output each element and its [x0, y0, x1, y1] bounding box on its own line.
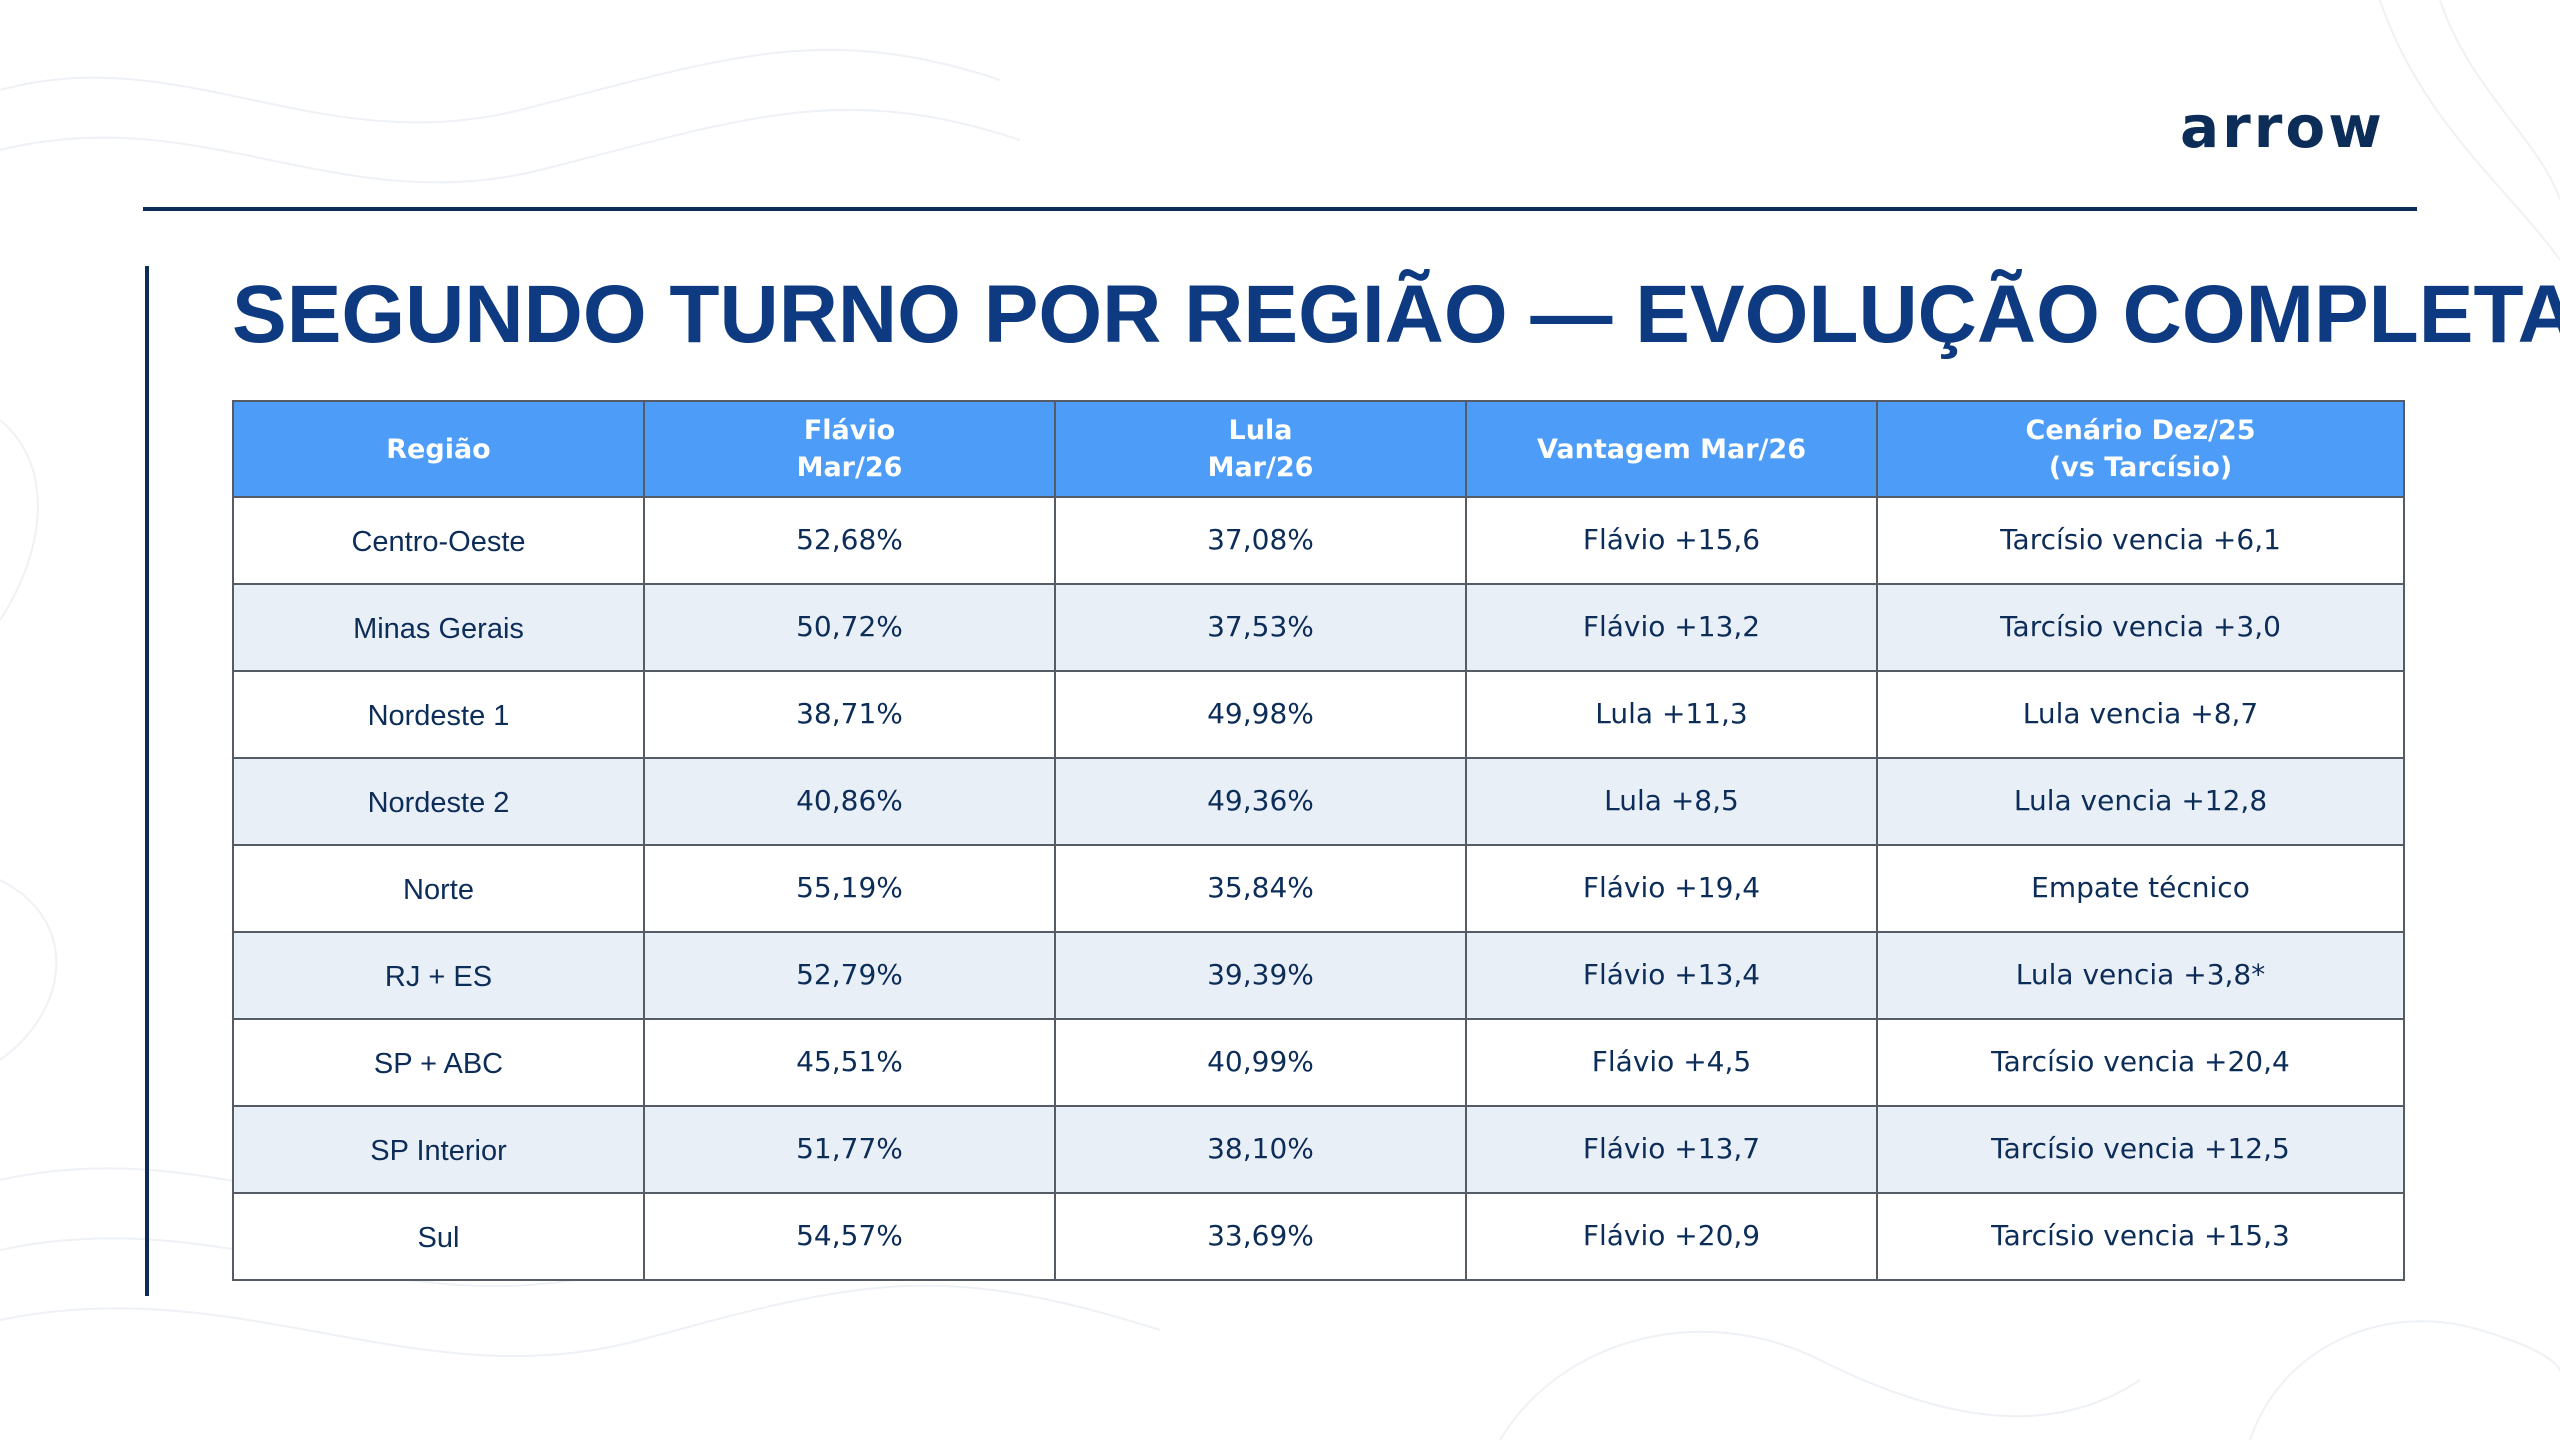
header-cenario-sub: (vs Tarcísio): [2048, 452, 2233, 483]
cell-flavio: 51,77%: [643, 1105, 1056, 1194]
cell-flavio: 54,57%: [643, 1192, 1056, 1281]
regional-results-table: Região Flávio Mar/26 Lula Mar/26 Vantage…: [232, 400, 2405, 1281]
table-row: SP Interior 51,77% 38,10% Flávio +13,7 T…: [232, 1105, 2405, 1194]
table-row: Nordeste 2 40,86% 49,36% Lula +8,5 Lula …: [232, 757, 2405, 846]
cell-lula: 38,10%: [1054, 1105, 1467, 1194]
table-row: Sul 54,57% 33,69% Flávio +20,9 Tarcísio …: [232, 1192, 2405, 1281]
cell-vantagem: Flávio +20,9: [1465, 1192, 1878, 1281]
cell-flavio: 50,72%: [643, 583, 1056, 672]
table-row: Nordeste 1 38,71% 49,98% Lula +11,3 Lula…: [232, 670, 2405, 759]
cell-region: Sul: [232, 1192, 645, 1281]
cell-region: Norte: [232, 844, 645, 933]
cell-vantagem: Flávio +4,5: [1465, 1018, 1878, 1107]
cell-lula: 49,98%: [1054, 670, 1467, 759]
header-cenario-label: Cenário Dez/25: [2025, 415, 2256, 446]
table-row: Norte 55,19% 35,84% Flávio +19,4 Empate …: [232, 844, 2405, 933]
header-regiao: Região: [232, 400, 645, 498]
cell-cenario: Lula vencia +8,7: [1876, 670, 2405, 759]
cell-region: Centro-Oeste: [232, 496, 645, 585]
cell-region: Nordeste 1: [232, 670, 645, 759]
cell-cenario: Lula vencia +12,8: [1876, 757, 2405, 846]
arrow-logo: arrow: [2180, 93, 2385, 161]
header-cenario: Cenário Dez/25 (vs Tarcísio): [1876, 400, 2405, 498]
cell-lula: 40,99%: [1054, 1018, 1467, 1107]
cell-vantagem: Lula +11,3: [1465, 670, 1878, 759]
cell-cenario: Empate técnico: [1876, 844, 2405, 933]
cell-cenario: Lula vencia +3,8*: [1876, 931, 2405, 1020]
cell-lula: 37,53%: [1054, 583, 1467, 672]
cell-lula: 35,84%: [1054, 844, 1467, 933]
cell-vantagem: Flávio +13,7: [1465, 1105, 1878, 1194]
cell-region: Nordeste 2: [232, 757, 645, 846]
cell-lula: 33,69%: [1054, 1192, 1467, 1281]
left-accent-bar: [145, 266, 149, 1296]
cell-region: RJ + ES: [232, 931, 645, 1020]
cell-cenario: Tarcísio vencia +20,4: [1876, 1018, 2405, 1107]
cell-cenario: Tarcísio vencia +3,0: [1876, 583, 2405, 672]
cell-lula: 49,36%: [1054, 757, 1467, 846]
cell-vantagem: Flávio +15,6: [1465, 496, 1878, 585]
table-row: RJ + ES 52,79% 39,39% Flávio +13,4 Lula …: [232, 931, 2405, 1020]
cell-vantagem: Flávio +19,4: [1465, 844, 1878, 933]
cell-cenario: Tarcísio vencia +15,3: [1876, 1192, 2405, 1281]
cell-region: Minas Gerais: [232, 583, 645, 672]
cell-vantagem: Flávio +13,2: [1465, 583, 1878, 672]
header-regiao-label: Região: [386, 433, 491, 465]
header-divider: [143, 207, 2417, 211]
cell-region: SP Interior: [232, 1105, 645, 1194]
page-title: SEGUNDO TURNO POR REGIÃO — EVOLUÇÃO COMP…: [232, 269, 2560, 360]
cell-cenario: Tarcísio vencia +12,5: [1876, 1105, 2405, 1194]
header-lula: Lula Mar/26: [1054, 400, 1467, 498]
table-row: Minas Gerais 50,72% 37,53% Flávio +13,2 …: [232, 583, 2405, 672]
header-flavio-name: Flávio: [803, 415, 896, 446]
header-vantagem: Vantagem Mar/26: [1465, 400, 1878, 498]
table-body: Centro-Oeste 52,68% 37,08% Flávio +15,6 …: [232, 496, 2405, 1281]
cell-cenario: Tarcísio vencia +6,1: [1876, 496, 2405, 585]
table-row: Centro-Oeste 52,68% 37,08% Flávio +15,6 …: [232, 496, 2405, 585]
cell-lula: 39,39%: [1054, 931, 1467, 1020]
cell-flavio: 40,86%: [643, 757, 1056, 846]
header-lula-date: Mar/26: [1207, 452, 1314, 483]
cell-lula: 37,08%: [1054, 496, 1467, 585]
cell-flavio: 55,19%: [643, 844, 1056, 933]
cell-vantagem: Lula +8,5: [1465, 757, 1878, 846]
header-flavio: Flávio Mar/26: [643, 400, 1056, 498]
cell-vantagem: Flávio +13,4: [1465, 931, 1878, 1020]
cell-flavio: 52,68%: [643, 496, 1056, 585]
table-row: SP + ABC 45,51% 40,99% Flávio +4,5 Tarcí…: [232, 1018, 2405, 1107]
table-header-row: Região Flávio Mar/26 Lula Mar/26 Vantage…: [232, 400, 2405, 498]
header-vantagem-label: Vantagem Mar/26: [1537, 433, 1806, 465]
cell-flavio: 38,71%: [643, 670, 1056, 759]
table-header: Região Flávio Mar/26 Lula Mar/26 Vantage…: [232, 400, 2405, 498]
header-flavio-date: Mar/26: [796, 452, 903, 483]
cell-region: SP + ABC: [232, 1018, 645, 1107]
cell-flavio: 45,51%: [643, 1018, 1056, 1107]
cell-flavio: 52,79%: [643, 931, 1056, 1020]
header-lula-name: Lula: [1228, 415, 1293, 446]
